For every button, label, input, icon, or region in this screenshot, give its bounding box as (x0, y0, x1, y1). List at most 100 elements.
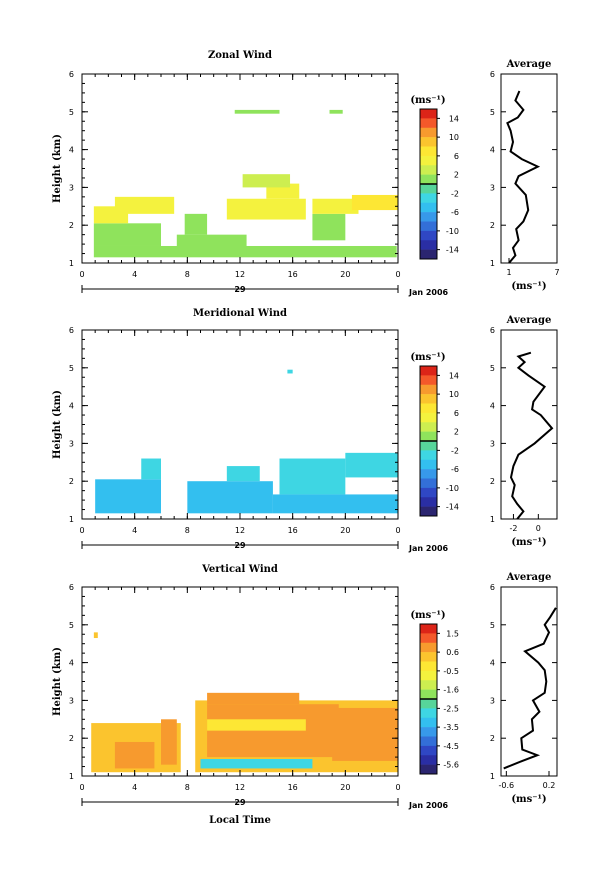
meridional-colorbar-segment (420, 412, 437, 423)
vertical-x-tick-label: 0 (395, 783, 400, 792)
zonal-y-axis-label: Height (km) (52, 134, 63, 203)
meridional-y-tick-label: 1 (69, 515, 74, 524)
vertical-y-tick-label: 5 (69, 621, 74, 630)
zonal-colorbar-unit: (ms⁻¹) (410, 95, 445, 106)
vertical-colorbar-unit: (ms⁻¹) (410, 610, 445, 621)
zonal-average-y-tick-label: 1 (490, 259, 495, 268)
meridional-y-tick-label: 5 (69, 364, 74, 373)
vertical-data-cell (200, 758, 313, 769)
zonal-y-tick-label: 3 (69, 183, 74, 192)
vertical-average-y-tick-label: 5 (490, 621, 495, 630)
zonal-average-line (506, 90, 541, 264)
meridional-y-tick-label: 2 (69, 477, 74, 486)
zonal-colorbar-segment (420, 118, 437, 129)
zonal-data-cell (242, 174, 291, 188)
zonal-colorbar-segment (420, 174, 437, 185)
zonal-data-cell (312, 198, 359, 214)
meridional-y-tick-label: 4 (69, 402, 74, 411)
meridional-x-tick-label: 12 (235, 526, 245, 535)
meridional-average-y-tick-label: 6 (490, 326, 495, 335)
zonal-colorbar-tick-label: 2 (454, 171, 459, 180)
zonal-colorbar-segment (420, 127, 437, 138)
vertical-date-label: Jan 2006 (408, 801, 449, 810)
vertical-y-tick-label: 3 (69, 696, 74, 705)
vertical-colorbar-segment (420, 652, 437, 662)
vertical-average-y-tick-label: 3 (490, 696, 495, 705)
vertical-average-x-tick-label: 0.2 (543, 781, 556, 790)
zonal-x-tick-label: 16 (288, 270, 298, 279)
zonal-data-cell (312, 213, 346, 241)
meridional-day-label: 29 (234, 541, 246, 550)
meridional-average-x-tick-label: -2 (509, 524, 517, 533)
zonal-average-y-tick-label: 5 (490, 108, 495, 117)
zonal-colorbar-segment (420, 249, 437, 260)
vertical-data-cell (207, 719, 306, 731)
vertical-colorbar-tick-label: -2.5 (443, 704, 459, 713)
vertical-colorbar-segment (420, 680, 437, 690)
meridional-data-cell (345, 452, 398, 478)
vertical-average-line (503, 607, 557, 770)
zonal-colorbar-segment (420, 137, 437, 147)
zonal-data-cell (176, 234, 247, 256)
meridional-colorbar-tick-label: -2 (451, 446, 459, 455)
vertical-x-tick-label: 0 (79, 783, 84, 792)
meridional-average-title: Average (506, 315, 552, 326)
zonal-colorbar-segment (420, 230, 437, 241)
zonal-data-cell (226, 198, 306, 220)
meridional-colorbar-segment (420, 366, 437, 376)
meridional-x-tick-label: 20 (340, 526, 350, 535)
zonal-average-frame (500, 73, 558, 264)
vertical-colorbar: 1.5 0.6 -0.5 -1.6 -2.5 -3.5 -4.5 -5.6 (ms⁻¹) (410, 610, 459, 775)
meridional-colorbar-segment (420, 478, 437, 489)
meridional-date-label: Jan 2006 (408, 544, 449, 553)
zonal-average-x-axis-label: (ms⁻¹) (511, 281, 546, 292)
meridional-x-tick-label: 0 (79, 526, 84, 535)
zonal-average-x-tick-label: 1 (506, 268, 511, 277)
vertical-data-cell (207, 692, 300, 705)
meridional-average-y-tick-label: 3 (490, 439, 495, 448)
meridional-colorbar-segment (420, 422, 437, 432)
zonal-colorbar-tick-label: -14 (446, 246, 459, 255)
meridional-average-y-tick-label: 5 (490, 364, 495, 373)
zonal-x-tick-label: 12 (235, 270, 245, 279)
zonal-x-tick-label: 0 (79, 270, 84, 279)
vertical-colorbar-tick-label: -4.5 (443, 742, 459, 751)
zonal-colorbar-segment (420, 202, 437, 213)
meridional-colorbar-tick-label: -14 (446, 503, 459, 512)
meridional-x-tick-label: 4 (132, 526, 137, 535)
vertical-colorbar-segment (420, 633, 437, 644)
zonal-x-tick-label: 4 (132, 270, 137, 279)
zonal-date-label: Jan 2006 (408, 288, 449, 297)
vertical-colorbar-segment (420, 689, 437, 700)
meridional-colorbar-tick-label: 2 (454, 428, 459, 437)
meridional-colorbar-segment (420, 506, 437, 517)
zonal-x-tick-label: 0 (395, 270, 400, 279)
vertical-average-y-tick-label: 4 (490, 659, 495, 668)
meridional-colorbar: 14 10 6 2 -2 -6 -10 -14 (ms⁻¹) (410, 352, 459, 517)
zonal-average-y-tick-label: 2 (490, 221, 495, 230)
vertical-y-tick-label: 1 (69, 772, 74, 781)
vertical-colorbar-tick-label: 1.5 (446, 629, 459, 638)
zonal-average-x-tick-label: 7 (554, 268, 559, 277)
meridional-data-cell (187, 481, 273, 514)
zonal-y-tick-label: 2 (69, 221, 74, 230)
vertical-x-tick-label: 12 (235, 783, 245, 792)
zonal-day-label: 29 (234, 285, 246, 294)
vertical-average-profile: Average 1 2 3 4 5 6 -0.6 0.2 (ms⁻¹) (490, 572, 558, 805)
meridional-x-tick-label: 16 (288, 526, 298, 535)
vertical-colorbar-segment (420, 708, 437, 719)
zonal-x-tick-label: 20 (340, 270, 350, 279)
vertical-data-cell (114, 741, 155, 769)
meridional-average-y-tick-label: 2 (490, 477, 495, 486)
zonal-data-cell (351, 194, 398, 211)
meridional-colorbar-segment (420, 431, 437, 442)
vertical-colorbar-segment (420, 727, 437, 737)
meridional-average-frame (500, 329, 558, 520)
zonal-y-tick-label: 6 (69, 70, 74, 79)
meridional-x-tick-label: 0 (395, 526, 400, 535)
vertical-colorbar-tick-label: -0.5 (443, 667, 459, 676)
vertical-title: Vertical Wind (201, 564, 278, 575)
zonal-y-tick-label: 4 (69, 146, 74, 155)
